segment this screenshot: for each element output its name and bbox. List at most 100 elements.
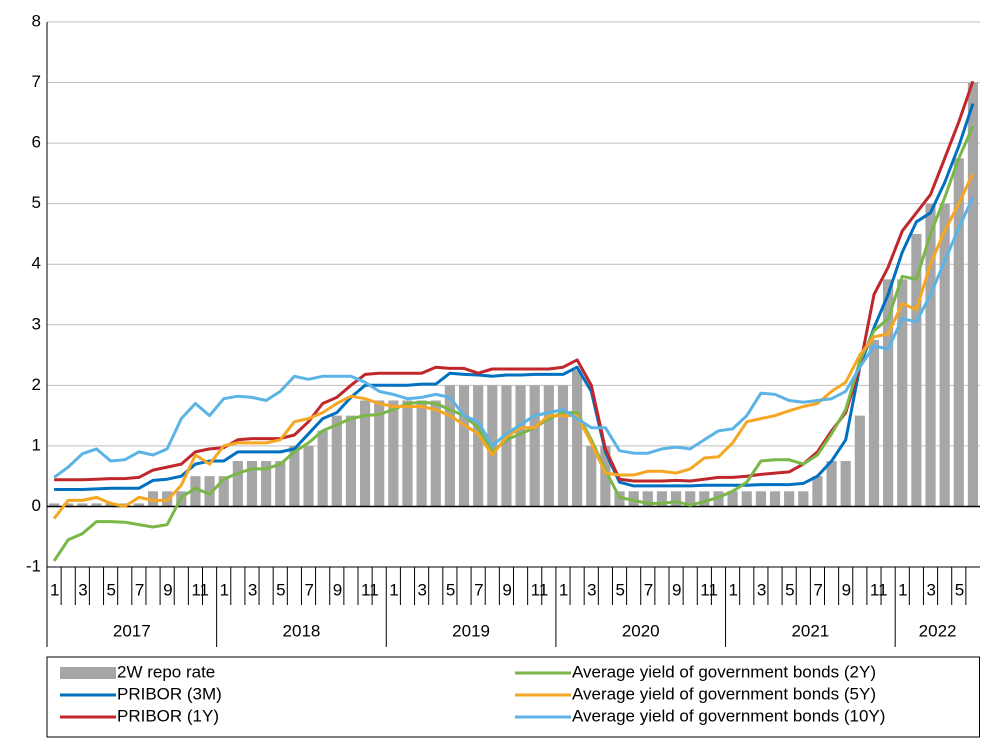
y-tick-label: 0 xyxy=(32,496,41,515)
x-tick-label: 3 xyxy=(418,580,427,599)
x-tick-label: 11 xyxy=(870,580,888,599)
x-tick-label: 1 xyxy=(729,580,738,599)
x-tick-label: 3 xyxy=(757,580,766,599)
bar xyxy=(473,385,484,507)
x-tick-label: 9 xyxy=(672,580,681,599)
y-tick-label: -1 xyxy=(26,556,41,575)
y-tick-label: 2 xyxy=(32,375,41,394)
x-tick-label: 3 xyxy=(78,580,87,599)
x-tick-label: 3 xyxy=(587,580,596,599)
bar xyxy=(63,503,74,507)
bar xyxy=(543,385,554,507)
bar xyxy=(741,491,752,507)
bar xyxy=(883,279,894,507)
x-tick-label: 1 xyxy=(559,580,568,599)
bar xyxy=(868,339,880,507)
bar xyxy=(91,503,102,507)
bar xyxy=(897,279,908,507)
bar xyxy=(755,491,766,507)
x-tick-label: 5 xyxy=(615,580,624,599)
bar xyxy=(133,503,144,507)
bar xyxy=(798,491,809,507)
bar xyxy=(911,233,922,507)
bar xyxy=(190,476,201,507)
x-tick-label: 7 xyxy=(304,580,313,599)
legend-swatch xyxy=(60,667,116,679)
bar xyxy=(925,203,936,507)
x-tick-label: 1 xyxy=(220,580,229,599)
bar xyxy=(402,400,413,507)
x-tick-label: 11 xyxy=(191,580,209,599)
bar xyxy=(289,445,300,507)
year-label: 2017 xyxy=(113,621,151,640)
bar xyxy=(48,503,60,507)
bar xyxy=(784,491,795,507)
bar xyxy=(727,491,738,507)
legend-label: PRIBOR (3M) xyxy=(117,684,222,703)
legend-label: Average yield of government bonds (2Y) xyxy=(572,662,876,681)
x-tick-label: 5 xyxy=(107,580,116,599)
bar xyxy=(939,203,950,507)
line xyxy=(53,196,975,479)
bar xyxy=(826,461,837,507)
y-tick-label: 5 xyxy=(32,193,41,212)
bar xyxy=(769,491,781,507)
bar xyxy=(529,385,540,507)
year-label: 2018 xyxy=(283,621,321,640)
x-tick-label: 7 xyxy=(135,580,144,599)
x-tick-label: 1 xyxy=(389,580,398,599)
year-label: 2021 xyxy=(791,621,829,640)
x-tick-label: 9 xyxy=(502,580,511,599)
legend-label: Average yield of government bonds (5Y) xyxy=(572,684,876,703)
bar xyxy=(685,491,696,507)
bar xyxy=(501,385,512,507)
bar xyxy=(232,461,243,507)
bar xyxy=(854,415,865,507)
x-tick-label: 5 xyxy=(276,580,285,599)
bar xyxy=(303,445,314,507)
bar xyxy=(699,491,710,507)
x-tick-label: 7 xyxy=(474,580,483,599)
x-tick-label: 11 xyxy=(531,580,549,599)
x-tick-label: 5 xyxy=(785,580,794,599)
bar xyxy=(204,476,215,507)
x-tick-label: 9 xyxy=(163,580,172,599)
x-tick-label: 1 xyxy=(50,580,59,599)
line xyxy=(52,125,975,562)
bar xyxy=(374,400,385,507)
bar xyxy=(586,445,597,507)
bar xyxy=(275,461,286,507)
bar xyxy=(840,461,851,507)
bar xyxy=(77,503,88,507)
bar xyxy=(642,491,653,507)
bar xyxy=(261,461,272,507)
y-tick-label: 1 xyxy=(32,435,41,454)
x-tick-label: 7 xyxy=(813,580,822,599)
x-tick-label: 7 xyxy=(644,580,653,599)
y-tick-label: 6 xyxy=(32,133,41,152)
bar xyxy=(967,82,979,507)
legend-label: 2W repo rate xyxy=(117,662,215,681)
y-tick-label: 7 xyxy=(32,72,41,91)
legend-label: PRIBOR (1Y) xyxy=(117,706,219,725)
year-label: 2019 xyxy=(452,621,490,640)
bar xyxy=(812,476,823,507)
x-tick-label: 1 xyxy=(898,580,907,599)
bar xyxy=(218,476,229,507)
bar xyxy=(444,385,455,507)
x-tick-label: 3 xyxy=(926,580,935,599)
bar xyxy=(656,491,668,507)
bar xyxy=(953,158,964,507)
bar xyxy=(670,491,682,507)
legend-box xyxy=(46,656,980,738)
x-tick-label: 11 xyxy=(361,580,379,599)
bar xyxy=(246,461,258,507)
year-label: 2022 xyxy=(919,621,957,640)
y-tick-label: 8 xyxy=(32,11,41,30)
bar xyxy=(345,415,357,507)
legend-label: Average yield of government bonds (10Y) xyxy=(572,706,885,725)
x-tick-label: 5 xyxy=(446,580,455,599)
x-tick-label: 5 xyxy=(955,580,964,599)
x-tick-label: 9 xyxy=(333,580,342,599)
